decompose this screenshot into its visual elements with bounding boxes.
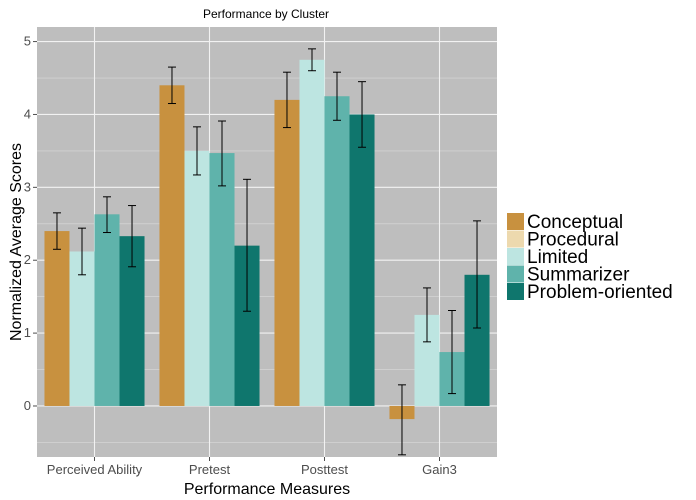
- bar-problem-oriented-2: [349, 114, 375, 406]
- x-tick-label: Posttest: [301, 462, 348, 477]
- y-tick-label: 3: [24, 179, 31, 194]
- legend-item-problem-oriented: Problem-oriented: [507, 282, 673, 303]
- y-tick-label: 2: [24, 252, 31, 267]
- bar-limited-0: [69, 251, 95, 406]
- error-bar-summarizer-3: [448, 310, 457, 395]
- y-tick-label: 5: [24, 34, 31, 49]
- legend-item-summarizer: Summarizer: [507, 265, 630, 286]
- error-bar-limited-2: [307, 48, 316, 72]
- error-bar-summarizer-0: [103, 196, 112, 234]
- bar-conceptual-1: [159, 85, 185, 406]
- chart-title: Performance by Cluster: [203, 7, 329, 21]
- x-tick-label: Gain3: [422, 462, 457, 477]
- bar-limited-2: [299, 59, 325, 406]
- error-bar-problem-oriented-2: [358, 81, 367, 148]
- legend-item-limited: Limited: [507, 247, 588, 268]
- legend-swatch: [507, 265, 524, 283]
- error-bar-conceptual-3: [397, 384, 406, 456]
- bar-summarizer-0: [94, 214, 120, 406]
- error-bar-problem-oriented-0: [128, 205, 137, 268]
- legend-label: Procedural: [527, 230, 619, 251]
- x-axis-ticks: Perceived Ability Pretest Posttest Gain3: [47, 457, 457, 477]
- legend-swatch: [507, 283, 524, 300]
- x-tick-label: Perceived Ability: [47, 462, 143, 477]
- error-bar-conceptual-0: [52, 212, 61, 250]
- error-bar-summarizer-2: [333, 71, 342, 121]
- error-bar-problem-oriented-1: [243, 178, 252, 312]
- bars: [44, 59, 490, 420]
- legend-swatch: [507, 248, 524, 265]
- y-tick-label: 4: [24, 106, 31, 121]
- error-bar-limited-3: [422, 287, 431, 343]
- legend-swatch: [507, 230, 524, 248]
- legend-swatch: [507, 213, 524, 230]
- bar-limited-1: [184, 150, 210, 406]
- bar-summarizer-1: [209, 153, 235, 406]
- legend: ConceptualProceduralLimitedSummarizerPro…: [507, 212, 673, 303]
- legend-item-procedural: Procedural: [507, 230, 619, 251]
- y-axis-title: Normalized Average Scores: [8, 143, 25, 341]
- x-tick-label: Pretest: [189, 462, 231, 477]
- bar-conceptual-2: [274, 99, 300, 406]
- legend-label: Problem-oriented: [527, 282, 673, 303]
- y-tick-label: 0: [24, 398, 31, 413]
- error-bar-limited-1: [192, 126, 201, 176]
- legend-label: Limited: [527, 247, 588, 268]
- x-axis-title: Performance Measures: [184, 481, 350, 498]
- error-bars: [52, 48, 482, 456]
- legend-item-conceptual: Conceptual: [507, 212, 623, 233]
- y-tick-label: 1: [24, 325, 31, 340]
- error-bar-conceptual-1: [167, 66, 176, 105]
- y-axis-ticks: 0 1 2 3 4 5: [24, 34, 37, 413]
- bar-summarizer-2: [324, 96, 350, 406]
- legend-label: Conceptual: [527, 212, 623, 233]
- bar-conceptual-0: [44, 231, 70, 406]
- error-bar-conceptual-2: [282, 71, 291, 129]
- error-bar-limited-0: [77, 227, 86, 276]
- legend-label: Summarizer: [527, 265, 630, 286]
- error-bar-summarizer-1: [218, 120, 227, 187]
- error-bar-problem-oriented-3: [473, 220, 482, 329]
